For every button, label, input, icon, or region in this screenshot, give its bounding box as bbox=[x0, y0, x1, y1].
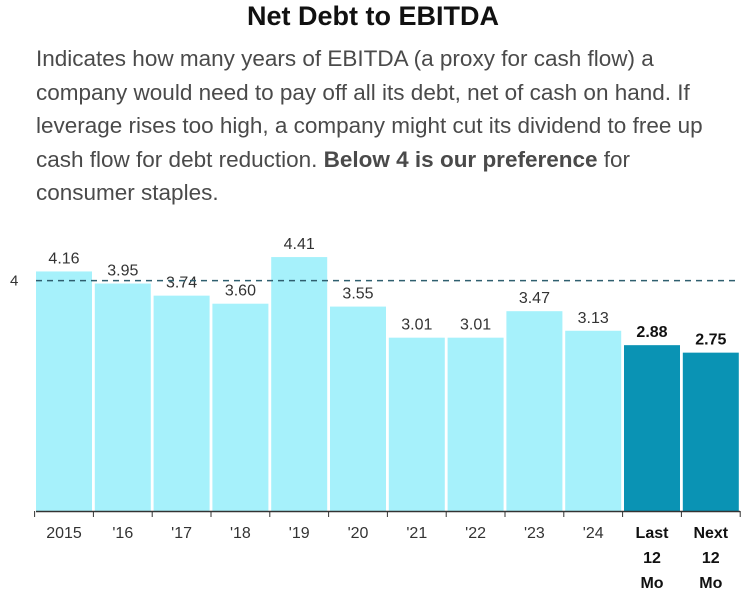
description-text-end: for consumer staples. bbox=[36, 146, 631, 206]
chart-title: Net Debt to EBITDA bbox=[247, 1, 499, 31]
description-text: Indicates how many years of EBITDA (a pr… bbox=[36, 46, 703, 172]
data-label: 2.88 bbox=[636, 324, 667, 341]
bar bbox=[682, 352, 739, 511]
x-tick-label: '21 bbox=[406, 525, 427, 542]
data-label: 3.95 bbox=[107, 263, 138, 280]
x-tick-label: '18 bbox=[230, 525, 251, 542]
data-label: 3.01 bbox=[401, 317, 432, 334]
data-label: 3.13 bbox=[578, 310, 609, 327]
chart-description: Indicates how many years of EBITDA (a pr… bbox=[36, 42, 726, 210]
data-label: 3.55 bbox=[342, 286, 373, 303]
x-tick-label: Next 12 Mo bbox=[693, 525, 728, 592]
bar bbox=[506, 311, 563, 511]
x-tick-label: '24 bbox=[583, 525, 604, 542]
x-tick-label: '19 bbox=[289, 525, 310, 542]
bar bbox=[624, 345, 680, 511]
bar bbox=[153, 295, 210, 511]
bar bbox=[388, 337, 445, 511]
bar bbox=[565, 330, 622, 511]
description-emphasis: Below 4 is our preference bbox=[323, 146, 598, 172]
data-label: 3.01 bbox=[460, 317, 491, 334]
data-label: 2.75 bbox=[695, 332, 726, 349]
reference-line-label: 4 bbox=[10, 273, 18, 290]
data-label: 3.47 bbox=[519, 290, 550, 307]
x-tick-label: 2015 bbox=[46, 525, 82, 542]
bar bbox=[271, 257, 328, 511]
bar bbox=[447, 337, 504, 511]
data-label: 4.41 bbox=[284, 236, 315, 253]
data-label: 3.74 bbox=[166, 275, 197, 292]
x-tick-label: '16 bbox=[112, 525, 133, 542]
data-label: 4.16 bbox=[48, 250, 79, 267]
x-tick-label: '23 bbox=[524, 525, 545, 542]
bar bbox=[94, 283, 151, 511]
bar bbox=[36, 271, 92, 511]
x-tick-label: Last 12 Mo bbox=[636, 525, 670, 592]
data-label: 3.60 bbox=[225, 283, 256, 300]
x-tick-label: '20 bbox=[348, 525, 369, 542]
bar bbox=[212, 303, 269, 511]
x-tick-label: '22 bbox=[465, 525, 486, 542]
x-tick-label: '17 bbox=[171, 525, 192, 542]
bar bbox=[330, 306, 386, 511]
